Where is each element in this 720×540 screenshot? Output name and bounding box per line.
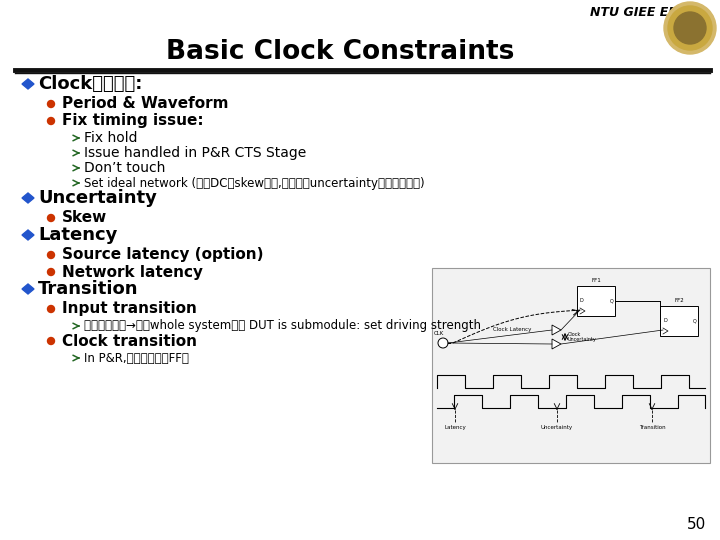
Text: Set ideal network (例如DC為skew問題,之後利用uncertainty模擬預測解決): Set ideal network (例如DC為skew問題,之後利用uncer… [84,177,425,190]
Circle shape [48,100,55,107]
Polygon shape [552,325,561,335]
Polygon shape [22,284,34,294]
Bar [432,268,710,463]
Text: Transition: Transition [38,280,138,298]
Text: NTU GIEE EEC: NTU GIEE EEC [590,6,686,19]
Polygon shape [22,193,34,203]
Text: Q: Q [693,319,697,323]
Polygon shape [22,79,34,89]
Text: FF1: FF1 [591,278,601,283]
Circle shape [48,118,55,125]
Text: D: D [580,299,584,303]
Bar [660,306,698,336]
Circle shape [48,252,55,259]
Text: Transition: Transition [639,425,665,430]
Text: Clock七大法則:: Clock七大法則: [38,75,143,93]
Text: Latency: Latency [38,226,117,244]
Text: 50: 50 [687,517,706,532]
Circle shape [48,338,55,345]
Polygon shape [552,339,561,349]
Bar [577,286,615,316]
Text: Clock Latency: Clock Latency [493,327,531,332]
Text: Clock
Uncertainty: Clock Uncertainty [568,332,597,342]
Circle shape [668,6,712,50]
Circle shape [664,2,716,54]
Circle shape [674,12,706,44]
Text: 測試機台環境→適用whole system情況 DUT is submodule: set driving strength: 測試機台環境→適用whole system情況 DUT is submodule… [84,320,481,333]
Text: Fix hold: Fix hold [84,131,138,145]
Text: Basic Clock Constraints: Basic Clock Constraints [166,39,514,65]
Text: Q: Q [610,299,613,303]
Text: Period & Waveform: Period & Waveform [62,97,228,111]
Text: Uncertainty: Uncertainty [38,189,157,207]
Text: Input transition: Input transition [62,301,197,316]
Text: Latency: Latency [444,425,466,430]
Text: Fix timing issue:: Fix timing issue: [62,113,204,129]
Text: D: D [663,319,667,323]
Circle shape [48,214,55,221]
Circle shape [48,306,55,313]
Text: CLK: CLK [434,331,444,336]
Text: Issue handled in P&R CTS Stage: Issue handled in P&R CTS Stage [84,146,306,160]
Polygon shape [22,230,34,240]
Text: Skew: Skew [62,211,107,226]
Text: Uncertainty: Uncertainty [541,425,573,430]
Circle shape [48,268,55,275]
Text: Network latency: Network latency [62,265,203,280]
Circle shape [438,338,448,348]
Text: Clock transition: Clock transition [62,334,197,348]
Text: Don’t touch: Don’t touch [84,161,166,175]
Text: Source latency (option): Source latency (option) [62,247,264,262]
Text: In P&R,限制其後接的FF數: In P&R,限制其後接的FF數 [84,352,189,365]
Text: FF2: FF2 [674,298,684,303]
